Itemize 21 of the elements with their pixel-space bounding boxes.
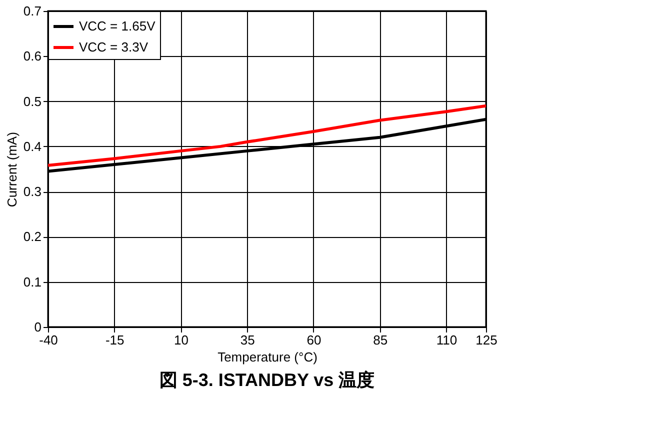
y-tick-label: 0.3 bbox=[23, 184, 42, 200]
y-tick-label: 0.2 bbox=[23, 229, 42, 244]
y-tick-label: 0.7 bbox=[23, 4, 42, 18]
x-axis-title: Temperature (°C) bbox=[218, 350, 318, 364]
y-tick-label: 0.1 bbox=[23, 274, 42, 290]
text: 図 5-3. ISTANDBY vs 温度 bbox=[159, 370, 375, 390]
y-axis-title: Current (mA) bbox=[4, 132, 20, 208]
x-tick-label: 10 bbox=[174, 332, 188, 348]
x-tick-label: 35 bbox=[240, 332, 255, 348]
y-tick-label: 0 bbox=[34, 320, 42, 334]
x-tick-label: 125 bbox=[476, 332, 498, 348]
legend-label: VCC = 3.3V bbox=[79, 40, 148, 54]
y-tick-label: 0.5 bbox=[23, 94, 42, 109]
x-tick-label: 110 bbox=[436, 332, 458, 348]
x-tick-label: -40 bbox=[39, 332, 58, 348]
x-tick-label: 60 bbox=[306, 332, 322, 348]
x-tick-label: -15 bbox=[105, 332, 124, 348]
legend-label: VCC = 1.65V bbox=[79, 18, 156, 34]
y-tick-label: 0.6 bbox=[23, 48, 42, 64]
x-tick-label: 85 bbox=[373, 332, 388, 348]
y-tick-label: 0.4 bbox=[23, 138, 42, 154]
